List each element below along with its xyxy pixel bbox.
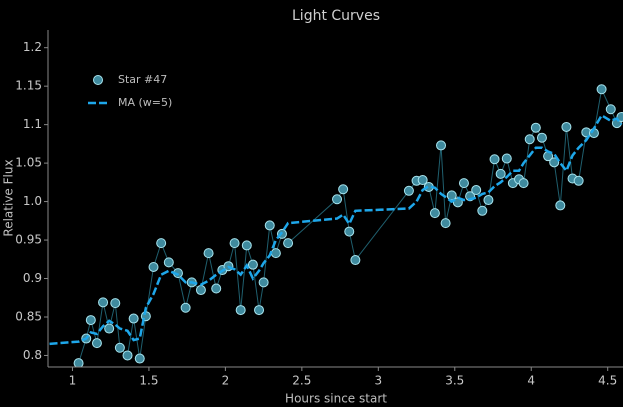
data-point [561, 121, 572, 132]
y-tick-label: 1.1 [23, 117, 42, 131]
data-point [440, 218, 451, 229]
data-point [458, 178, 469, 189]
data-point [436, 140, 447, 151]
y-tick-label: 1.15 [15, 79, 42, 93]
data-point [495, 168, 506, 179]
chart-title: Light Curves [292, 8, 380, 24]
data-point [91, 338, 102, 349]
data-point [446, 190, 457, 201]
y-tick-label: 0.95 [15, 233, 42, 247]
data-point [270, 248, 281, 259]
data-point [247, 259, 258, 270]
y-axis-label: Relative Flux [2, 159, 16, 236]
y-tick-label: 0.9 [23, 271, 42, 285]
x-tick-label: 1 [69, 374, 77, 388]
data-point [180, 302, 191, 313]
y-tick-label: 1.2 [23, 40, 42, 54]
y-tick-label: 0.85 [15, 309, 42, 323]
y-tick-label: 0.8 [23, 348, 42, 362]
data-point [524, 134, 535, 145]
data-point [536, 132, 547, 143]
x-tick-label: 3 [374, 374, 382, 388]
data-point [403, 185, 414, 196]
data-point [555, 200, 566, 211]
data-point [477, 205, 488, 216]
data-point [518, 178, 529, 189]
data-point [85, 315, 96, 326]
data-point [98, 297, 109, 308]
data-point [549, 157, 560, 168]
data-point [104, 323, 115, 334]
legend-label: Star #47 [118, 73, 167, 86]
data-point [332, 194, 343, 205]
x-tick-label: 2 [222, 374, 230, 388]
legend-label: MA (w=5) [118, 96, 172, 109]
data-point [254, 305, 265, 316]
data-point [195, 285, 206, 296]
x-tick-label: 3.5 [445, 374, 464, 388]
data-point [605, 104, 616, 115]
data-point [596, 84, 607, 95]
data-point [530, 122, 541, 133]
legend: Star #47 MA (w=5) [88, 73, 172, 109]
legend-marker [93, 75, 103, 85]
data-point [156, 238, 167, 249]
data-point [417, 175, 428, 186]
data-point [73, 358, 84, 367]
data-point [264, 220, 275, 231]
x-tick-label: 1.5 [139, 374, 158, 388]
data-point [573, 175, 584, 186]
y-tick-label: 1.05 [15, 156, 42, 170]
data-point [114, 342, 125, 353]
plot-area [49, 84, 623, 367]
data-point [241, 240, 252, 251]
x-axis-label: Hours since start [285, 392, 387, 406]
data-point [163, 257, 174, 268]
data-point [471, 185, 482, 196]
x-tick-label: 4 [527, 374, 535, 388]
data-point [229, 238, 240, 249]
data-point [258, 277, 269, 288]
data-point [110, 298, 121, 309]
data-point [483, 195, 494, 206]
data-point [429, 208, 440, 219]
data-point [338, 184, 349, 195]
moving-average-line [49, 113, 623, 346]
data-point [283, 238, 294, 249]
data-point [489, 154, 500, 165]
y-tick-label: 1.0 [23, 194, 42, 208]
data-point [501, 153, 512, 164]
data-point [134, 353, 145, 364]
data-point [344, 226, 355, 237]
data-point [350, 255, 361, 266]
x-tick-label: 4.5 [598, 374, 617, 388]
data-point [122, 350, 133, 361]
data-point [128, 313, 139, 324]
data-point [211, 283, 222, 294]
data-point [148, 261, 159, 272]
data-point [203, 248, 214, 259]
data-point [235, 305, 246, 316]
x-tick-label: 2.5 [292, 374, 311, 388]
